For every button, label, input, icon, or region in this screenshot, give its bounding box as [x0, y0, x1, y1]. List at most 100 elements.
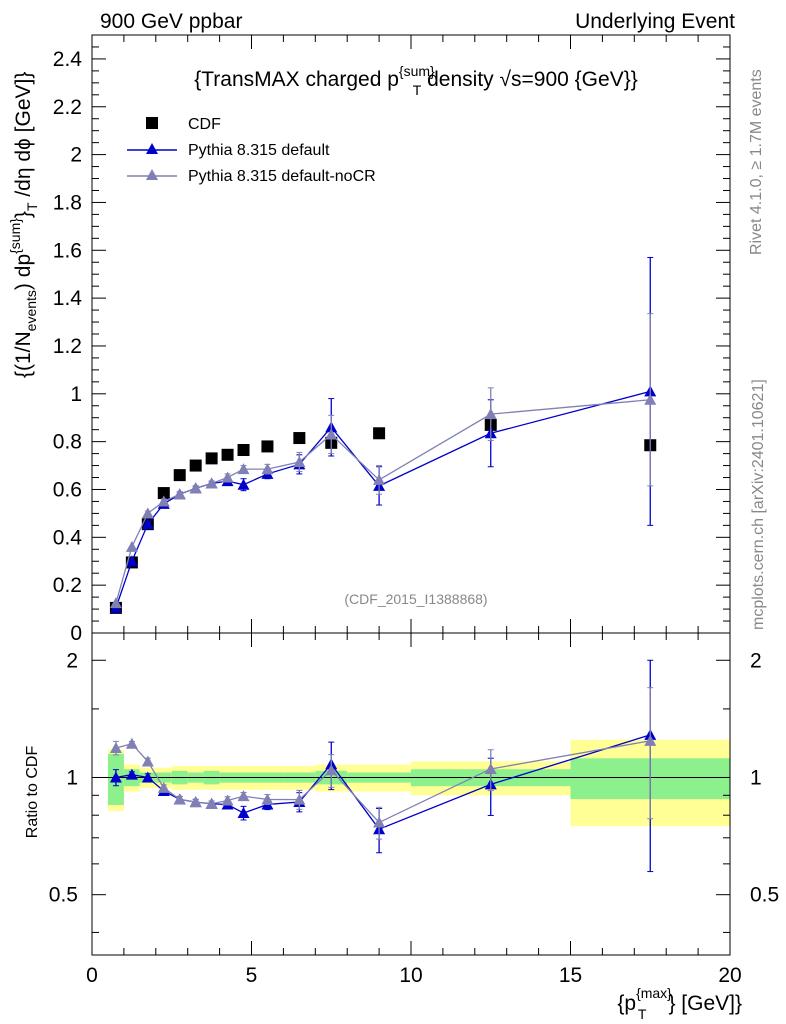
header-right: Underlying Event — [575, 10, 735, 33]
cdf-point — [189, 459, 202, 472]
pythia-nocr-ratio-point — [484, 762, 497, 774]
pythia-nocr-ratio-point — [109, 741, 122, 753]
cdf-point — [373, 427, 386, 440]
ratio-tick-label-right: 2 — [750, 649, 762, 672]
pythia-default-ratio-point — [141, 771, 154, 783]
title-rest: density √s=900 {GeV}} — [421, 68, 637, 91]
pythia-default-ratio-point — [109, 771, 122, 783]
ratio-y-label: Ratio to CDF — [24, 746, 41, 839]
ylabel-sub2: T — [24, 202, 40, 211]
cdf-point — [261, 440, 274, 453]
pythia-nocr-ratio-point — [221, 794, 234, 806]
cdf-point — [173, 469, 186, 482]
pythia-nocr-point — [237, 463, 250, 475]
cdf-point — [237, 444, 250, 457]
pythia-nocr-point — [373, 473, 386, 485]
pythia-default-ratio-point — [237, 807, 250, 819]
pythia-nocr-point — [189, 482, 202, 494]
ratio-tick-label-right: 0.5 — [750, 884, 779, 907]
pythia-nocr-ratio-point — [293, 793, 306, 805]
pythia-nocr-point — [141, 507, 154, 519]
legend: CDF Pythia 8.315 default Pythia 8.315 de… — [127, 116, 376, 185]
cdf-point — [221, 448, 234, 461]
pythia-nocr-ratio-point — [205, 797, 218, 809]
pythia-nocr-ratio-point — [261, 793, 274, 805]
y-tick-label: 1.2 — [53, 335, 82, 358]
ylabel-sup: {sum} — [7, 218, 23, 254]
cdf-point — [157, 487, 170, 500]
pythia-nocr-ratio-point — [141, 755, 154, 767]
cdf-point — [205, 452, 218, 465]
legend-nocr-marker — [146, 169, 158, 180]
legend-nocr-label: Pythia 8.315 default-noCR — [188, 168, 376, 185]
xlabel-sup: {max} — [636, 985, 672, 1001]
pythia-nocr-ratio-point — [325, 764, 338, 776]
y-tick-label: 1.8 — [53, 191, 82, 214]
legend-cdf-label: CDF — [188, 116, 221, 133]
pythia-nocr-ratio-point — [125, 737, 138, 749]
title-sub: T — [413, 82, 422, 98]
pythia-default-line — [115, 390, 651, 609]
legend-default-label: Pythia 8.315 default — [188, 142, 330, 159]
legend-default-marker — [146, 143, 158, 154]
pythia-nocr-point — [325, 428, 338, 440]
y-tick-label: 2.4 — [53, 48, 83, 71]
pythia-default-point — [141, 518, 154, 530]
pythia-nocr-point — [205, 477, 218, 489]
ratio-tick-label-right: 1 — [750, 766, 762, 789]
legend-cdf-marker — [146, 117, 158, 129]
ylabel-part3: } — [12, 211, 35, 218]
y-axis-label: {(1/Nevents) dp{sum}}T /dη dϕ [GeV]} — [7, 72, 40, 378]
pythia-default-ratio-point — [125, 768, 138, 780]
x-tick-label: 5 — [246, 964, 258, 987]
xlabel-part1: {p — [617, 992, 636, 1015]
ylabel-sub1: events — [23, 290, 39, 331]
header-left: 900 GeV ppbar — [100, 10, 242, 33]
x-tick-label: 10 — [399, 964, 422, 987]
y-tick-label: 0.8 — [53, 431, 82, 454]
xlabel-sub: T — [638, 1006, 647, 1022]
title-sup: {sum} — [399, 63, 435, 79]
pythia-nocr-point — [173, 488, 186, 500]
y-tick-label: 0.4 — [53, 526, 83, 549]
ratio-tick-label-left: 0.5 — [49, 884, 78, 907]
pythia-nocr-point — [261, 463, 274, 475]
y-tick-label: 1.6 — [53, 239, 82, 262]
pythia-nocr-point — [109, 597, 122, 609]
x-axis-label: {p{max} T } [GeV]} — [617, 985, 742, 1022]
ylabel-part1: {(1/N — [12, 331, 35, 378]
pythia-nocr-point — [644, 393, 657, 405]
y-tick-label: 2.2 — [53, 96, 82, 119]
pythia-nocr-point — [125, 540, 138, 552]
ratio-tick-label-left: 2 — [66, 649, 78, 672]
y-tick-label: 2 — [70, 144, 82, 167]
pythia-nocr-point — [293, 455, 306, 467]
ylabel-part4: /dη dϕ [GeV]} — [12, 72, 35, 203]
pythia-nocr-point — [484, 408, 497, 420]
pythia-nocr-ratio-point — [157, 781, 170, 793]
analysis-watermark: (CDF_2015_I1388868) — [344, 591, 487, 607]
y-tick-label: 0.2 — [53, 574, 82, 597]
ratio-series — [109, 659, 657, 873]
xlabel-part2: } [GeV]} — [668, 992, 742, 1015]
main-series — [109, 256, 657, 614]
y-tick-label: 0.6 — [53, 478, 82, 501]
axis-ticks: 0 5 10 15 20 0 0.2 0.4 0.6 0.8 1 1.2 1.4 1.6 1.8 2 2.2 2.… — [49, 34, 779, 987]
mcplots-label: mcplots.cern.ch [arXiv:2401.10621] — [750, 379, 767, 630]
rivet-label: Rivet 4.1.0, ≥ 1.7M events — [748, 69, 765, 255]
y-tick-label: 0 — [70, 622, 82, 645]
pythia-default-point — [237, 478, 250, 490]
pythia-nocr-ratio-point — [189, 796, 202, 808]
pythia-default-point — [125, 555, 138, 567]
pythia-nocr-ratio-point — [237, 790, 250, 802]
pythia-nocr-ratio-point — [644, 734, 657, 746]
y-tick-label: 1.4 — [53, 287, 83, 310]
x-tick-label: 0 — [86, 964, 98, 987]
pythia-nocr-point — [221, 471, 234, 483]
ratio-tick-label-left: 1 — [66, 766, 78, 789]
x-tick-label: 20 — [718, 964, 741, 987]
pythia-nocr-ratio-point — [373, 816, 386, 828]
cdf-point — [293, 432, 306, 445]
pythia-nocr-point — [157, 495, 170, 507]
